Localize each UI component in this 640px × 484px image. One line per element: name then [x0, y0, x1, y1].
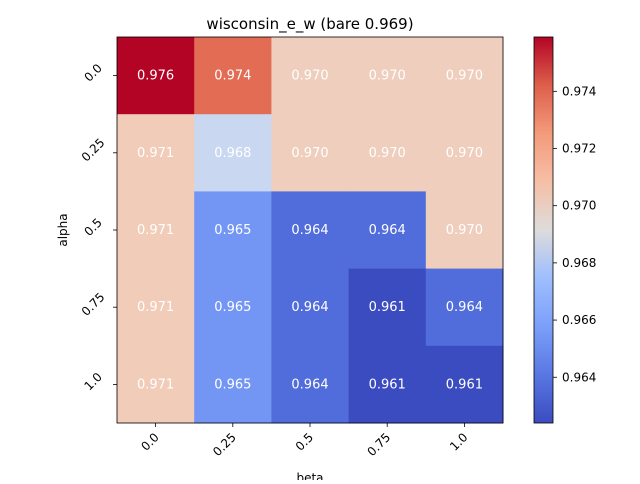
cell-value-label: 0.964	[291, 300, 328, 315]
heatmap-cell	[271, 37, 350, 115]
chart-title: wisconsin_e_w (bare 0.969)	[206, 15, 413, 34]
y-tick-label: 0.5	[81, 215, 104, 238]
cell-value-label: 0.964	[369, 223, 406, 238]
x-tick-label: 1.0	[447, 430, 470, 453]
cell-value-label: 0.964	[291, 223, 328, 238]
y-tick-label: 1.0	[81, 370, 104, 393]
y-axis-ticks: 0.0 0.25 0.5 0.75 1.0	[79, 61, 117, 393]
heatmap-cell	[425, 191, 504, 270]
heatmap-cell	[271, 191, 350, 270]
heatmap-cell	[348, 114, 427, 192]
heatmap-cell	[194, 345, 272, 424]
colorbar-tick-label: 0.968	[562, 256, 596, 270]
cell-value-label: 0.971	[137, 377, 174, 392]
cell-value-label: 0.964	[446, 300, 483, 315]
heatmap-cell	[194, 268, 272, 347]
heatmap-cell	[117, 114, 195, 192]
colorbar-tick-label: 0.972	[562, 142, 596, 156]
x-tick-label: 0.25	[210, 430, 239, 459]
heatmap-cell	[194, 114, 272, 192]
heatmap-cell	[348, 268, 427, 347]
cell-value-label: 0.965	[214, 223, 251, 238]
x-axis-ticks: 0.0 0.25 0.5 0.75 1.0	[138, 423, 471, 459]
heatmap-cell	[271, 345, 350, 424]
cell-value-label: 0.961	[446, 377, 483, 392]
heatmap-cell	[117, 268, 195, 347]
y-tick-label: 0.25	[79, 136, 108, 165]
heatmap-cell	[425, 268, 504, 347]
heatmap-cell	[348, 345, 427, 424]
heatmap-cell	[117, 191, 195, 270]
y-tick-label: 0.75	[79, 290, 108, 319]
cell-value-label: 0.974	[214, 69, 251, 84]
cell-value-label: 0.970	[369, 146, 406, 161]
cell-value-label: 0.965	[214, 300, 251, 315]
cell-value-label: 0.961	[369, 377, 406, 392]
heatmap-cell	[425, 345, 504, 424]
cell-value-label: 0.965	[214, 377, 251, 392]
heatmap-cell	[117, 37, 195, 115]
cell-value-label: 0.971	[137, 300, 174, 315]
colorbar-tick-label: 0.970	[562, 199, 596, 213]
x-tick-label: 0.75	[365, 430, 394, 459]
heatmap-cell	[271, 114, 350, 192]
heatmap-cell	[117, 345, 195, 424]
cell-value-label: 0.970	[369, 69, 406, 84]
heatmap-cell	[194, 191, 272, 270]
cell-value-label: 0.976	[137, 69, 174, 84]
cell-value-label: 0.961	[369, 300, 406, 315]
cell-value-label: 0.964	[291, 377, 328, 392]
cell-value-label: 0.968	[214, 146, 251, 161]
cell-value-label: 0.970	[446, 223, 483, 238]
x-tick-label: 0.0	[138, 430, 161, 453]
x-tick-label: 0.5	[293, 430, 316, 453]
heatmap-cell	[348, 191, 427, 270]
heatmap-cell	[348, 37, 427, 115]
cell-value-label: 0.971	[137, 146, 174, 161]
cell-value-label: 0.970	[291, 69, 328, 84]
y-tick-label: 0.0	[81, 61, 104, 84]
colorbar	[533, 36, 554, 424]
heatmap-cell	[425, 114, 504, 192]
x-axis-label: beta	[296, 471, 323, 480]
cell-value-label: 0.970	[291, 146, 328, 161]
heatmap-cell	[425, 37, 504, 115]
colorbar-tick-label: 0.966	[562, 313, 596, 327]
y-axis-label: alpha	[56, 213, 70, 246]
colorbar-tick-label: 0.964	[562, 370, 596, 384]
colorbar-ticks: 0.964 0.966 0.968 0.970 0.972 0.974	[553, 84, 596, 384]
cell-value-label: 0.971	[137, 223, 174, 238]
heatmap-cells: 0.976 0.974 0.970 0.970 0.970 0.971 0.968 0.970…	[117, 37, 504, 424]
cell-value-label: 0.970	[446, 146, 483, 161]
heatmap-cell	[194, 37, 272, 115]
colorbar-tick-label: 0.974	[562, 84, 596, 98]
cell-value-label: 0.970	[446, 69, 483, 84]
heatmap-cell	[271, 268, 350, 347]
